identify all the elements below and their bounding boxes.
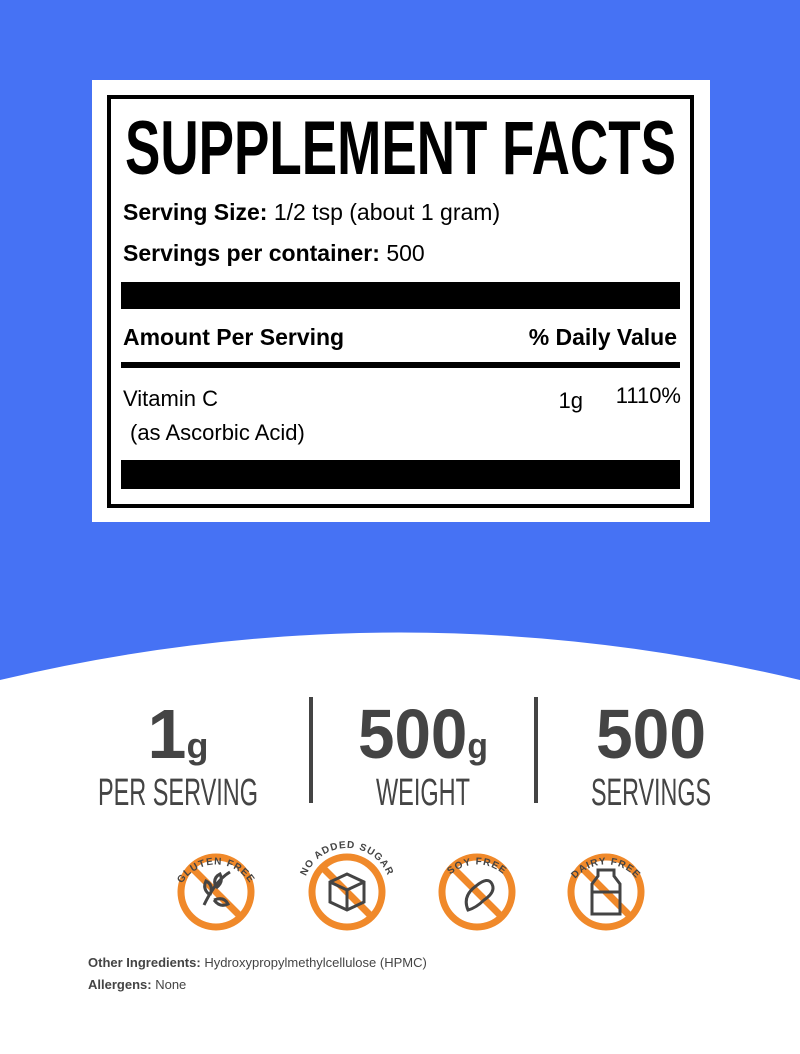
other-ingredients-label: Other Ingredients:	[88, 955, 201, 970]
allergens-value: None	[155, 977, 186, 992]
stat-number: 1	[148, 695, 187, 773]
stat-value: 500	[596, 695, 706, 773]
stat-label: PER SERVING	[98, 772, 258, 814]
nutrient-sub: (as Ascorbic Acid)	[130, 420, 305, 445]
badge-slash	[188, 864, 244, 920]
sugar-cube-icon	[328, 872, 366, 912]
dv-header: % Daily Value	[529, 324, 677, 350]
badge-icons	[202, 868, 622, 916]
amount-header: Amount Per Serving	[123, 324, 344, 350]
wheat-icon	[202, 870, 231, 907]
badge-ring	[438, 853, 516, 931]
stat-number: 500	[358, 695, 467, 773]
stat-divider	[534, 697, 538, 803]
servings-value: 500	[386, 240, 424, 266]
stat-value: 500g	[358, 695, 488, 773]
serving-size: Serving Size: 1/2 tsp (about 1 gram)	[123, 199, 500, 225]
nutrient-name: Vitamin C	[123, 386, 218, 411]
soy-icon	[464, 879, 495, 912]
badge-rings	[177, 853, 645, 931]
stats: 1g PER SERVING 500g WEIGHT 500 SERVINGS	[98, 695, 711, 814]
other-ingredients: Other Ingredients: Hydroxypropylmethylce…	[88, 955, 427, 970]
facts-title: SUPPLEMENT FACTS	[125, 106, 676, 191]
black-bar	[121, 460, 680, 489]
stat-label: WEIGHT	[376, 772, 470, 814]
serving-size-value: 1/2 tsp (about 1 gram)	[274, 199, 500, 225]
stat-unit: g	[467, 725, 488, 766]
other-ingredients-value: Hydroxypropylmethylcellulose (HPMC)	[204, 955, 427, 970]
stat-value: 1g	[148, 695, 209, 773]
milk-icon	[590, 868, 622, 916]
badge-ring	[177, 853, 255, 931]
stat-label: SERVINGS	[591, 772, 711, 814]
stat-divider	[309, 697, 313, 803]
facts-border	[107, 95, 694, 508]
serving-size-label: Serving Size:	[123, 199, 267, 225]
servings-label: Servings per container:	[123, 240, 380, 266]
allergens-label: Allergens:	[88, 977, 152, 992]
divider	[121, 362, 680, 368]
black-bar	[121, 282, 680, 309]
nutrient-dv: 1110%	[616, 383, 681, 408]
white-wave	[0, 632, 800, 1054]
badge-ring	[308, 853, 386, 931]
allergens: Allergens: None	[88, 977, 186, 992]
servings: Servings per container: 500	[123, 240, 425, 266]
nutrient-amount: 1g	[559, 388, 583, 413]
stat-unit: g	[186, 725, 208, 766]
badge-ring	[567, 853, 645, 931]
badge-slash	[449, 864, 505, 920]
